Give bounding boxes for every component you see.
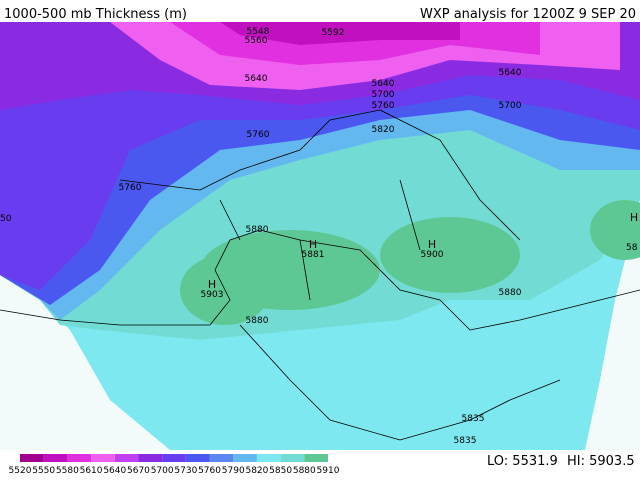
colorbar-swatch bbox=[43, 454, 68, 462]
colorbar-swatch bbox=[256, 454, 281, 462]
colorbar-swatch bbox=[233, 454, 257, 462]
colorbar-label: 5640 bbox=[103, 466, 126, 476]
contour-label: 5760 bbox=[119, 183, 142, 193]
low-stat: LO: 5531.9 bbox=[487, 454, 558, 469]
high-value: 5881 bbox=[302, 250, 325, 260]
colorbar-label: 5790 bbox=[222, 466, 245, 476]
contour-label: 5640 bbox=[245, 74, 268, 84]
coastlines bbox=[0, 109, 640, 441]
colorbar-swatch bbox=[304, 454, 328, 462]
colorbar-label: 5880 bbox=[293, 466, 316, 476]
contour-label: 5700 bbox=[499, 101, 522, 111]
contour-label: 5880 bbox=[499, 288, 522, 298]
analysis-time: WXP analysis for 1200Z 9 SEP 20 bbox=[420, 7, 636, 22]
colorbar-swatch bbox=[20, 454, 44, 462]
contour-label: 5880 bbox=[246, 316, 269, 326]
high-symbol: H bbox=[428, 238, 436, 251]
colorbar-label: 5730 bbox=[174, 466, 197, 476]
colorbar-label: 5760 bbox=[198, 466, 221, 476]
contour-label: 5548 bbox=[247, 27, 270, 37]
colorbar-swatch bbox=[138, 454, 163, 462]
colorbar-swatch bbox=[67, 454, 92, 462]
contour-label: 5640 bbox=[499, 68, 522, 78]
contour-label: 5640 bbox=[372, 79, 395, 89]
band-5880 bbox=[590, 200, 640, 260]
high-value: 5903 bbox=[201, 290, 224, 300]
map-labels: 5548 5560 5592 5640 5640 5700 5760 5640 … bbox=[0, 27, 638, 446]
colorbar: 5520 5550 5580 5610 5640 5670 5700 5730 5760 5790… bbox=[9, 454, 340, 476]
high-symbol: H bbox=[208, 278, 216, 291]
colorbar-swatch bbox=[114, 454, 139, 462]
high-symbol: H bbox=[309, 238, 317, 251]
contour-label: 50 bbox=[0, 214, 12, 224]
band-5880 bbox=[380, 217, 520, 293]
contour-label: 5760 bbox=[372, 101, 395, 111]
colorbar-label: 5550 bbox=[32, 466, 55, 476]
colorbar-label: 5820 bbox=[245, 466, 268, 476]
contour-label: 5592 bbox=[322, 28, 345, 38]
contour-label: 5880 bbox=[246, 225, 269, 235]
header-bar bbox=[0, 0, 640, 22]
colorbar-swatch bbox=[209, 454, 234, 462]
colorbar-label: 5670 bbox=[127, 466, 150, 476]
title: 1000-500 mb Thickness (m) bbox=[4, 7, 187, 22]
map bbox=[0, 22, 640, 450]
contour-label: 58 bbox=[626, 243, 638, 253]
high-stat: HI: 5903.5 bbox=[567, 454, 635, 469]
colorbar-swatch bbox=[162, 454, 186, 462]
colorbar-label: 5910 bbox=[317, 466, 340, 476]
contour-label: 5700 bbox=[372, 90, 395, 100]
contour-label: 5835 bbox=[454, 436, 477, 446]
contour-label: 5820 bbox=[372, 125, 395, 135]
colorbar-label: 5850 bbox=[269, 466, 292, 476]
colorbar-label: 5580 bbox=[56, 466, 79, 476]
contour-label: 5760 bbox=[247, 130, 270, 140]
band-5580 bbox=[220, 22, 460, 45]
colorbar-swatch bbox=[91, 454, 115, 462]
colorbar-swatch bbox=[280, 454, 305, 462]
high-symbol: H bbox=[630, 211, 638, 224]
high-value: 5900 bbox=[421, 250, 444, 260]
contour-label: 5835 bbox=[462, 414, 485, 424]
colorbar-label: 5700 bbox=[151, 466, 174, 476]
colorbar-swatch bbox=[185, 454, 210, 462]
colorbar-label: 5520 bbox=[9, 466, 32, 476]
contour-label: 5560 bbox=[245, 36, 268, 46]
colorbar-label: 5610 bbox=[80, 466, 103, 476]
